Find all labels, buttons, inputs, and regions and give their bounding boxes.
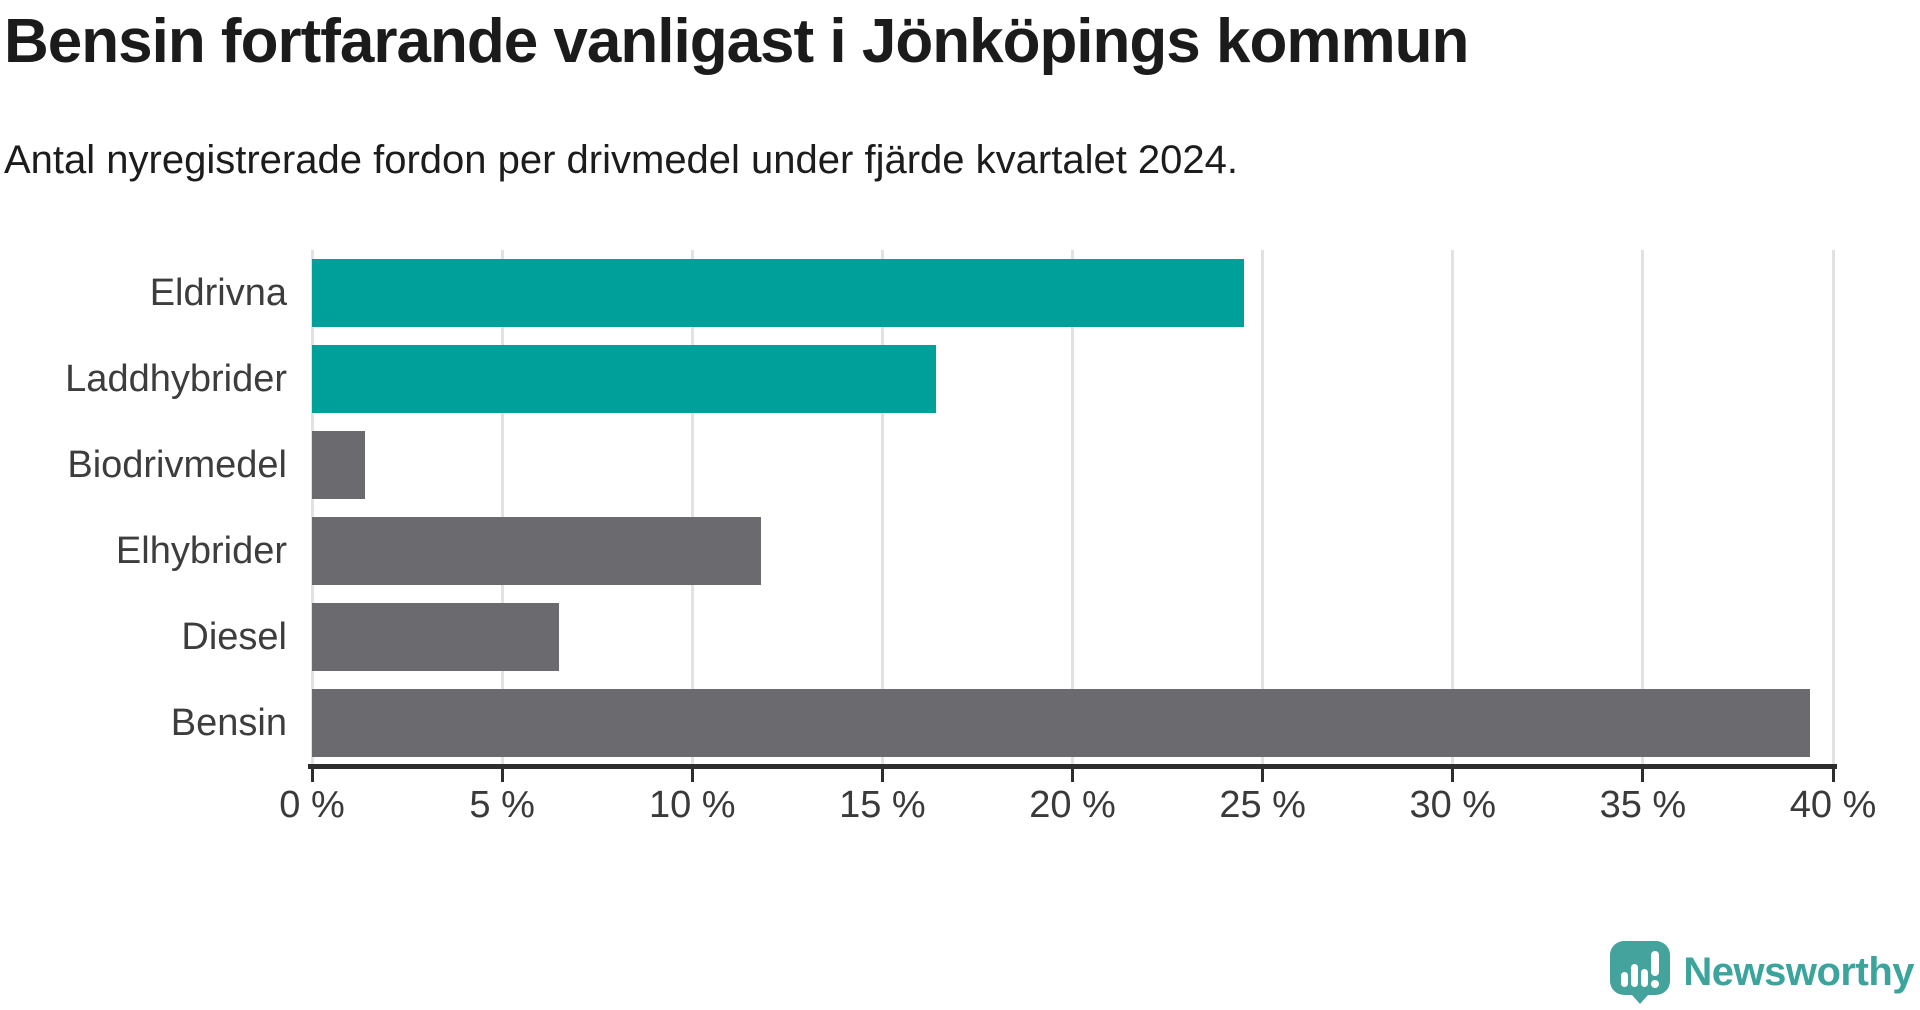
category-label-biodrivmedel: Biodrivmedel bbox=[67, 443, 287, 486]
bar-laddhybrider bbox=[312, 345, 936, 413]
bar-eldrivna bbox=[312, 259, 1244, 327]
gridline bbox=[1451, 250, 1455, 766]
chart-subtitle: Antal nyregistrerade fordon per drivmede… bbox=[4, 138, 1239, 182]
x-tick bbox=[1831, 769, 1835, 782]
category-label-diesel: Diesel bbox=[181, 615, 287, 658]
x-tick bbox=[310, 769, 314, 782]
bar-row bbox=[312, 517, 1833, 585]
x-tick-label: 5 % bbox=[469, 784, 535, 826]
x-tick-label: 30 % bbox=[1409, 784, 1497, 826]
bar-elhybrider bbox=[312, 517, 761, 585]
category-label-laddhybrider: Laddhybrider bbox=[65, 357, 287, 400]
x-tick bbox=[880, 769, 884, 782]
gridline bbox=[1831, 250, 1835, 766]
gridline bbox=[1071, 250, 1074, 766]
gridline bbox=[880, 250, 884, 766]
category-label-eldrivna: Eldrivna bbox=[149, 271, 287, 314]
bar-row bbox=[312, 603, 1833, 671]
gridline bbox=[1261, 250, 1265, 766]
bar-diesel bbox=[312, 603, 560, 671]
bar-row bbox=[312, 689, 1833, 757]
newsworthy-speech-bubble-chart-icon bbox=[1610, 941, 1671, 1004]
x-tick-label: 20 % bbox=[1029, 784, 1116, 826]
x-tick bbox=[1451, 769, 1455, 782]
x-tick bbox=[1071, 769, 1074, 782]
x-tick-label: 40 % bbox=[1789, 784, 1877, 826]
bar-biodrivmedel bbox=[312, 431, 366, 499]
x-tick bbox=[1641, 769, 1645, 782]
gridline bbox=[310, 250, 314, 766]
x-axis-line bbox=[308, 764, 1837, 769]
x-tick-label: 15 % bbox=[839, 784, 926, 826]
category-label-bensin: Bensin bbox=[170, 701, 287, 744]
x-tick bbox=[1261, 769, 1265, 782]
chart-title: Bensin fortfarande vanligast i Jönköping… bbox=[4, 7, 1469, 76]
gridline bbox=[500, 250, 504, 766]
x-tick bbox=[500, 769, 504, 782]
plot-area bbox=[310, 250, 1835, 766]
gridline bbox=[1641, 250, 1645, 766]
x-tick-label: 10 % bbox=[648, 784, 736, 826]
bar-bensin bbox=[312, 689, 1811, 757]
x-tick bbox=[690, 769, 694, 782]
newsworthy-logo: Newsworthy bbox=[1609, 938, 1914, 1006]
x-tick-label: 35 % bbox=[1599, 784, 1687, 826]
gridline bbox=[690, 250, 694, 766]
x-tick-label: 25 % bbox=[1219, 784, 1306, 826]
logo-wordmark: Newsworthy bbox=[1683, 949, 1914, 994]
bar-chart: Eldrivna Laddhybrider Biodrivmedel Elhybrid… bbox=[0, 250, 1920, 835]
bar-row bbox=[312, 259, 1833, 327]
bar-row bbox=[312, 431, 1833, 499]
category-label-elhybrider: Elhybrider bbox=[115, 529, 287, 572]
x-tick-label: 0 % bbox=[279, 784, 345, 826]
bar-row bbox=[312, 345, 1833, 413]
